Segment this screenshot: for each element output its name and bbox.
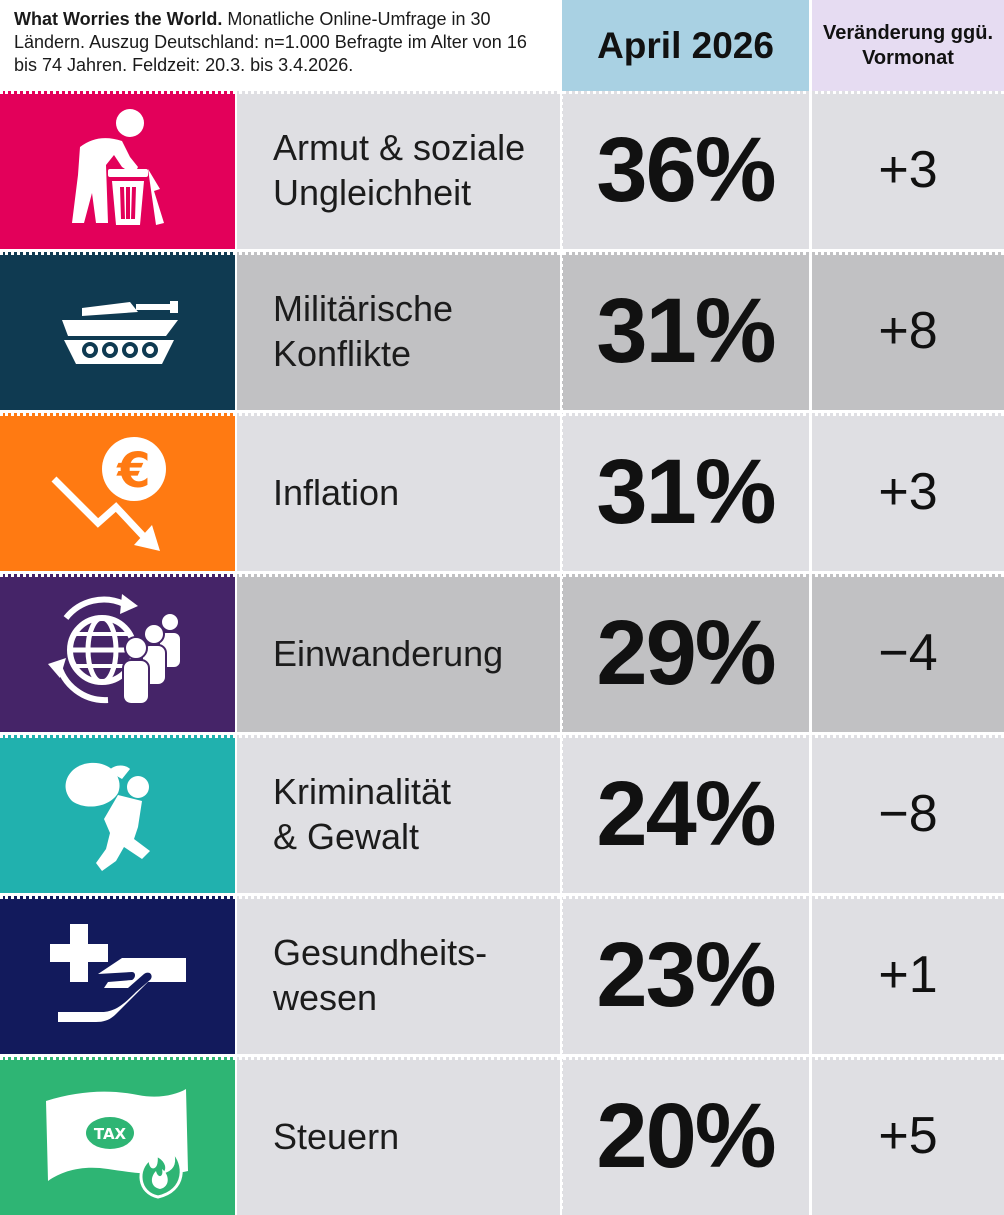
- poverty-icon: [71, 109, 164, 225]
- chart-description: What Worries the World. Monatliche Onlin…: [14, 8, 554, 77]
- row-label-cell: Inflation: [237, 413, 560, 571]
- row-value: 31%: [562, 413, 809, 571]
- chart-subtitle: Monatliche Online-Umfrage in 30 Ländern.…: [14, 9, 527, 75]
- row-divider: [0, 413, 1004, 416]
- row-value: 36%: [562, 91, 809, 249]
- row-change: +3: [812, 91, 1004, 249]
- row-label-cell: Kriminalität & Gewalt: [237, 735, 560, 893]
- row-divider: [0, 252, 1004, 255]
- row-label: Einwanderung: [273, 632, 504, 674]
- row-change: −4: [812, 574, 1004, 732]
- row-icon-cell: [0, 574, 235, 732]
- table-row: Armut & soziale Ungleichheit 36% +3: [0, 91, 1004, 249]
- row-icon-cell: [0, 896, 235, 1054]
- svg-text:TAX: TAX: [93, 1125, 126, 1143]
- table-row: Einwanderung 29% −4: [0, 574, 1004, 732]
- row-label: Steuern: [273, 1115, 400, 1157]
- tank-icon: [61, 301, 178, 364]
- table-row: TAX Steuern 20% +5: [0, 1057, 1004, 1215]
- row-change: +3: [812, 413, 1004, 571]
- row-value: 31%: [562, 252, 809, 410]
- thief-icon: [65, 762, 150, 871]
- row-label: Gesundheits- wesen: [273, 932, 488, 1018]
- row-icon-cell: [0, 735, 235, 893]
- row-divider: [0, 574, 1004, 577]
- row-icon-cell: [0, 91, 235, 249]
- row-label-cell: Steuern: [237, 1057, 560, 1215]
- row-value: 23%: [562, 896, 809, 1054]
- column-divider: [560, 91, 563, 1209]
- row-divider: [0, 896, 1004, 899]
- column-divider: [809, 91, 812, 1209]
- row-label: Inflation: [273, 471, 400, 513]
- row-divider: [0, 91, 1004, 94]
- tax-icon: TAX: [45, 1089, 188, 1199]
- row-change: +8: [812, 252, 1004, 410]
- row-label-cell: Militärische Konflikte: [237, 252, 560, 410]
- row-label-cell: Gesundheits- wesen: [237, 896, 560, 1054]
- chart-title: What Worries the World.: [14, 9, 223, 29]
- euro-decline-icon: €: [51, 437, 166, 551]
- row-icon-cell: TAX: [0, 1057, 235, 1215]
- row-change: +5: [812, 1057, 1004, 1215]
- row-label: Armut & soziale Ungleichheit: [273, 127, 526, 213]
- row-value: 24%: [562, 735, 809, 893]
- row-icon-cell: €: [0, 413, 235, 571]
- table-row: € Inflation 31% +3: [0, 413, 1004, 571]
- row-divider: [0, 1057, 1004, 1060]
- table-row: Gesundheits- wesen 23% +1: [0, 896, 1004, 1054]
- row-value: 29%: [562, 574, 809, 732]
- table-row: Kriminalität & Gewalt 24% −8: [0, 735, 1004, 893]
- row-label-cell: Armut & soziale Ungleichheit: [237, 91, 560, 249]
- row-divider: [0, 735, 1004, 738]
- healthcare-icon: [49, 924, 186, 1022]
- svg-text:€: €: [116, 443, 150, 499]
- row-label: Militärische Konflikte: [273, 288, 454, 374]
- row-value: 20%: [562, 1057, 809, 1215]
- row-change: +1: [812, 896, 1004, 1054]
- row-icon-cell: [0, 252, 235, 410]
- table-row: Militärische Konflikte 31% +8: [0, 252, 1004, 410]
- row-change: −8: [812, 735, 1004, 893]
- migration-icon: [47, 594, 182, 705]
- column-header-change: Veränderung ggü. Vormonat: [812, 0, 1004, 91]
- column-header-period: April 2026: [562, 0, 809, 91]
- row-label-cell: Einwanderung: [237, 574, 560, 732]
- row-label: Kriminalität & Gewalt: [273, 771, 452, 857]
